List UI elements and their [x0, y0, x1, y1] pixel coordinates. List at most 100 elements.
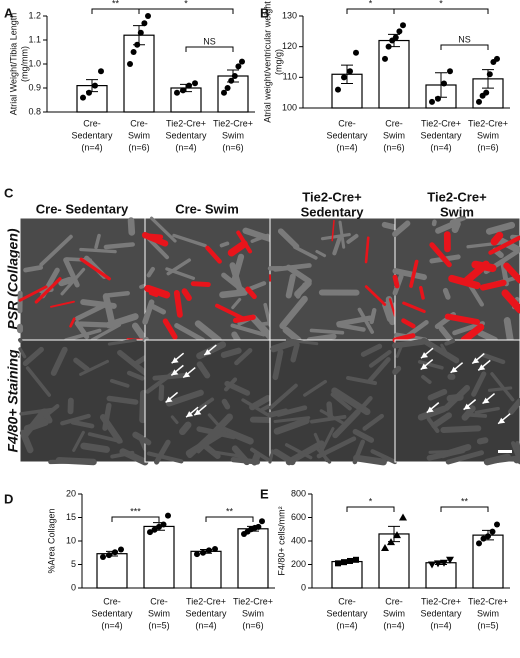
x-tick-label: (n=4): [195, 620, 216, 630]
significance-label: *: [369, 496, 373, 506]
fiber: [58, 276, 73, 287]
fiber: [352, 428, 375, 443]
fiber: [309, 328, 345, 335]
fiber: [79, 247, 117, 254]
fiber: [90, 323, 121, 342]
point: [381, 544, 389, 552]
fiber: [369, 307, 377, 325]
y-tick-label: 600: [291, 512, 306, 522]
fiber: [368, 349, 392, 368]
collagen: [402, 301, 426, 314]
arrow-head: [498, 417, 506, 424]
x-tick-label: Sedentary: [165, 130, 207, 140]
fiber: [146, 451, 184, 464]
fiber: [103, 291, 130, 298]
fiber: [234, 348, 253, 366]
panel-letter: C: [4, 185, 14, 200]
significance-bracket: [91, 8, 140, 14]
fiber: [332, 235, 342, 256]
point: [393, 531, 401, 539]
x-tick-label: Swim: [222, 130, 244, 140]
fiber: [263, 302, 272, 327]
fiber: [392, 268, 428, 281]
fiber: [498, 237, 520, 254]
point: [489, 528, 496, 535]
collagen: [190, 281, 211, 288]
y-tick-label: 0: [301, 582, 306, 592]
fiber: [107, 338, 137, 346]
fiber: [362, 413, 384, 431]
point: [156, 523, 162, 530]
x-tick-label: Swim: [242, 608, 264, 618]
fiber: [279, 295, 308, 330]
fiber: [306, 333, 337, 343]
arrow-head: [482, 397, 490, 404]
x-tick-label: Tie2-Cre+: [213, 118, 253, 128]
y-tick-label: 0.8: [28, 106, 41, 116]
panel-letter: B: [260, 5, 269, 20]
fiber: [316, 436, 357, 459]
point: [141, 20, 148, 27]
x-tick-label: Sedentary: [71, 130, 113, 140]
fiber: [150, 304, 167, 315]
point: [440, 559, 448, 567]
fiber: [194, 320, 222, 344]
collagen: [392, 333, 416, 343]
point: [165, 512, 171, 519]
point: [192, 80, 198, 87]
x-tick-label: (n=6): [242, 620, 263, 630]
fiber: [282, 326, 302, 344]
column-title: Sedentary: [301, 204, 365, 219]
collagen: [503, 262, 520, 284]
collagen: [232, 314, 256, 324]
fiber: [117, 349, 148, 376]
column-title: Swim: [440, 204, 474, 219]
collagen: [479, 279, 507, 291]
x-tick-label: (n=4): [430, 620, 451, 630]
x-tick-label: (n=5): [477, 620, 498, 630]
point: [212, 545, 218, 552]
point: [180, 87, 186, 94]
fiber: [426, 447, 466, 461]
fiber: [60, 267, 86, 296]
significance-bracket: [185, 46, 234, 52]
fiber: [385, 296, 396, 326]
fiber: [166, 258, 192, 276]
column-title: Tie2-Cre+: [302, 189, 362, 204]
collagen: [236, 230, 253, 254]
fiber: [139, 283, 147, 289]
arrow-head: [171, 369, 179, 376]
collagen: [79, 257, 111, 281]
y-tick-label: 1.1: [28, 34, 41, 44]
point: [387, 538, 395, 546]
collagen: [215, 303, 247, 322]
point: [446, 556, 454, 564]
significance-label: **: [461, 496, 469, 506]
fiber: [250, 233, 270, 243]
point: [428, 561, 436, 569]
collagen: [364, 285, 387, 306]
fiber: [172, 233, 207, 248]
fiber: [77, 321, 114, 328]
fiber: [370, 449, 398, 465]
x-tick-label: Cre-: [385, 118, 403, 128]
fiber: [360, 343, 383, 357]
fiber: [249, 394, 272, 411]
y-tick-label: 0: [71, 582, 76, 592]
fiber: [174, 323, 206, 343]
collagen: [227, 240, 248, 257]
point: [259, 518, 265, 525]
collagen: [144, 284, 171, 299]
collagen: [419, 285, 425, 300]
fiber: [251, 451, 261, 466]
point: [134, 41, 141, 48]
fiber: [64, 328, 102, 342]
fiber: [149, 216, 177, 243]
arrow-head: [426, 406, 434, 413]
point: [130, 49, 137, 55]
collagen: [148, 291, 159, 298]
fiber: [336, 323, 366, 332]
collagen: [173, 289, 183, 318]
fiber: [440, 425, 482, 433]
column-title: Tie2-Cre+: [427, 189, 487, 204]
